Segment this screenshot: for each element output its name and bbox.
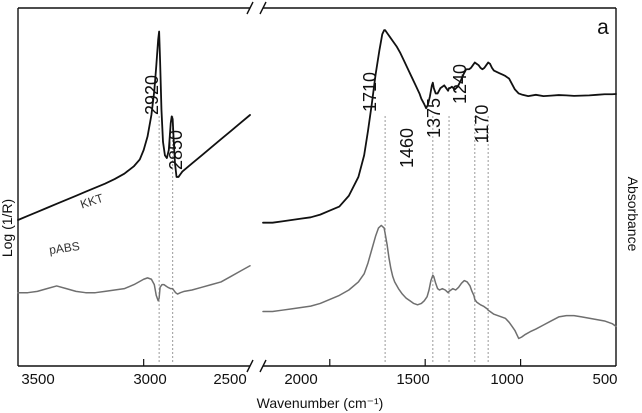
axis-break-mark-1 (246, 1, 254, 15)
x-tick-label-3000: 3000 (133, 371, 166, 388)
axis-break-mark-4 (259, 359, 267, 373)
series-line-pabs (17, 224, 617, 340)
peak-label-1710: 1710 (360, 72, 380, 112)
series-label-pabs: pABS (48, 239, 80, 257)
axis-break-mark-3 (246, 359, 254, 373)
x-tick-label-2500: 2500 (213, 371, 246, 388)
x-tick-label-1500: 1500 (396, 371, 429, 388)
x-tick-label-2000: 2000 (284, 371, 317, 388)
series-line-kkt (17, 29, 617, 224)
panel-label-a: a (597, 16, 609, 39)
x-axis-title: Wavenumber (cm⁻¹) (257, 395, 384, 411)
peak-label-1170: 1170 (472, 105, 492, 144)
peak-label-2850: 2850 (166, 130, 186, 170)
peak-label-1240: 1240 (450, 64, 470, 104)
y-axis-title-right: Absorbance (625, 177, 641, 252)
x-tick-label-3500: 3500 (21, 371, 54, 388)
peak-label-2920: 2920 (142, 75, 162, 115)
peak-label-1460: 1460 (397, 128, 417, 168)
x-tick-label-500: 500 (592, 371, 617, 388)
y-axis-title-left: Log (1/R) (0, 199, 15, 257)
x-tick-label-1000: 1000 (490, 371, 523, 388)
peak-label-1375: 1375 (424, 98, 444, 138)
axis-break-mark-2 (259, 1, 267, 15)
